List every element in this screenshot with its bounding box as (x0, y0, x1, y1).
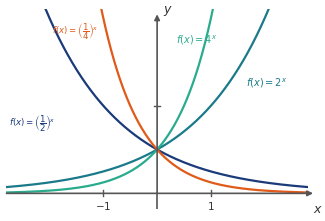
Text: $f(x) = 2^x$: $f(x) = 2^x$ (246, 77, 287, 90)
Text: $f(x) = \left(\dfrac{1}{2}\right)^{\!x}$: $f(x) = \left(\dfrac{1}{2}\right)^{\!x}$ (9, 113, 56, 133)
Text: $1$: $1$ (207, 200, 215, 212)
Text: $-1$: $-1$ (95, 200, 111, 212)
Text: $y$: $y$ (162, 4, 172, 19)
Text: $f(x) = \left(\dfrac{1}{4}\right)^{\!x}$: $f(x) = \left(\dfrac{1}{4}\right)^{\!x}$ (52, 21, 98, 42)
Text: $x$: $x$ (313, 203, 322, 216)
Text: $f(x) = 4^x$: $f(x) = 4^x$ (176, 33, 217, 47)
